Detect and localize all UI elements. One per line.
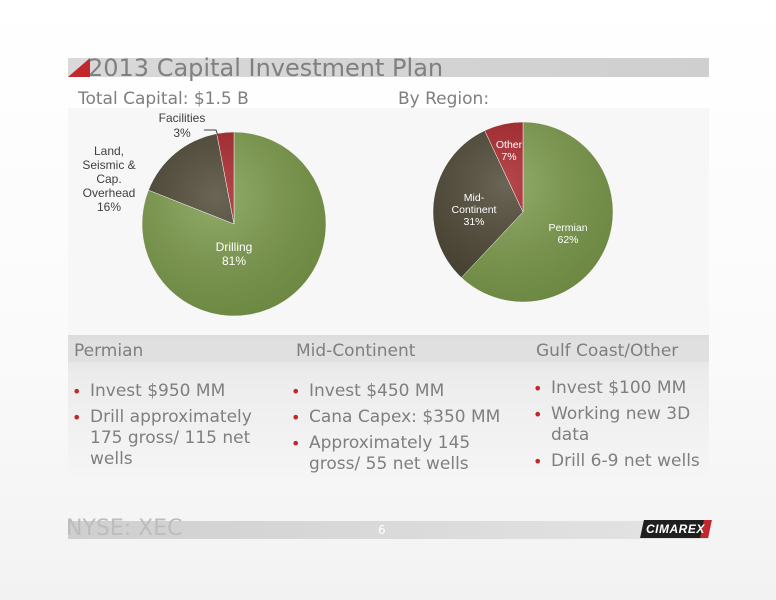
list-item: • Working new 3D data [533,404,691,445]
mid-continent-bullet-list: • Invest $450 MM • Cana Capex: $350 MM • Ap… [291,381,519,480]
bullet-dot: • [291,408,301,427]
bullet-dot: • [291,382,301,401]
list-item: • Invest $950 MM [72,381,226,401]
list-item: • Drill 6-9 net wells [533,451,700,471]
column-heading-bar [68,340,709,362]
slice-label-mid-continent: Mid- Continent [452,192,497,216]
slice-value-facilities: 3% [173,126,191,140]
list-item: • Invest $100 MM [533,378,687,398]
slice-label-facilities: Facilities [159,111,206,125]
permian-bullet-list: • Invest $950 MM • Drill approximately 175… [72,381,277,475]
mid-continent-heading: Mid-Continent [296,341,416,361]
bullet-dot: • [533,405,543,424]
list-item: • Approximately 145 gross/ 55 net wells [291,433,471,474]
by-region-heading: By Region: [398,89,490,109]
logo-text: CIMAREX [646,522,705,536]
slice-value-permian: 62% [557,234,578,246]
gulf-coast-heading: Gulf Coast/Other [536,341,679,361]
svg-text:Land,: Land, [94,144,124,158]
svg-text:Continent: Continent [452,204,497,216]
svg-text:Cap.: Cap. [96,172,121,186]
bullet-dot: • [533,452,543,471]
svg-text:Seismic &: Seismic & [82,158,135,172]
svg-text:Mid-: Mid- [464,192,485,204]
page-title: 2013 Capital Investment Plan [88,54,444,82]
gulf-coast-bullet-list: • Invest $100 MM • Working new 3D data • Dr… [533,378,703,477]
slice-label-other: Other [496,139,523,151]
bullet-dot: • [291,434,301,453]
total-capital-heading: Total Capital: $1.5 B [78,89,249,109]
title-bar [68,58,709,77]
total-capital-pie-chart: Drilling 81% Facilities 3% Land, Seismic… [82,111,327,317]
slice-label-permian: Permian [548,222,587,234]
ticker-symbol: NYSE: XEC [66,516,183,541]
list-item: • Drill approximately 175 gross/ 115 net … [72,407,252,469]
bullet-dot: • [72,382,82,401]
bullet-dot: • [533,379,543,398]
slice-value-other: 7% [501,151,516,163]
svg-text:Overhead: Overhead [83,186,136,200]
facilities-leader-line [204,129,219,137]
slice-value-drilling: 81% [222,254,246,268]
page-number: 6 [378,523,386,537]
list-item: • Cana Capex: $350 MM [291,407,501,427]
slice-label-drilling: Drilling [216,240,253,254]
slice-value-land: 16% [97,200,121,214]
bullet-dot: • [72,408,82,427]
title-accent-triangle [68,58,90,77]
slice-label-land: Land, Seismic & Cap. Overhead [82,144,135,200]
list-item: • Invest $450 MM [291,381,445,401]
slice-value-mid-continent: 31% [463,216,484,228]
by-region-pie-chart: Permian 62% Mid- Continent 31% Other 7% [432,121,614,303]
permian-heading: Permian [74,341,144,361]
footer-bar [68,521,709,539]
